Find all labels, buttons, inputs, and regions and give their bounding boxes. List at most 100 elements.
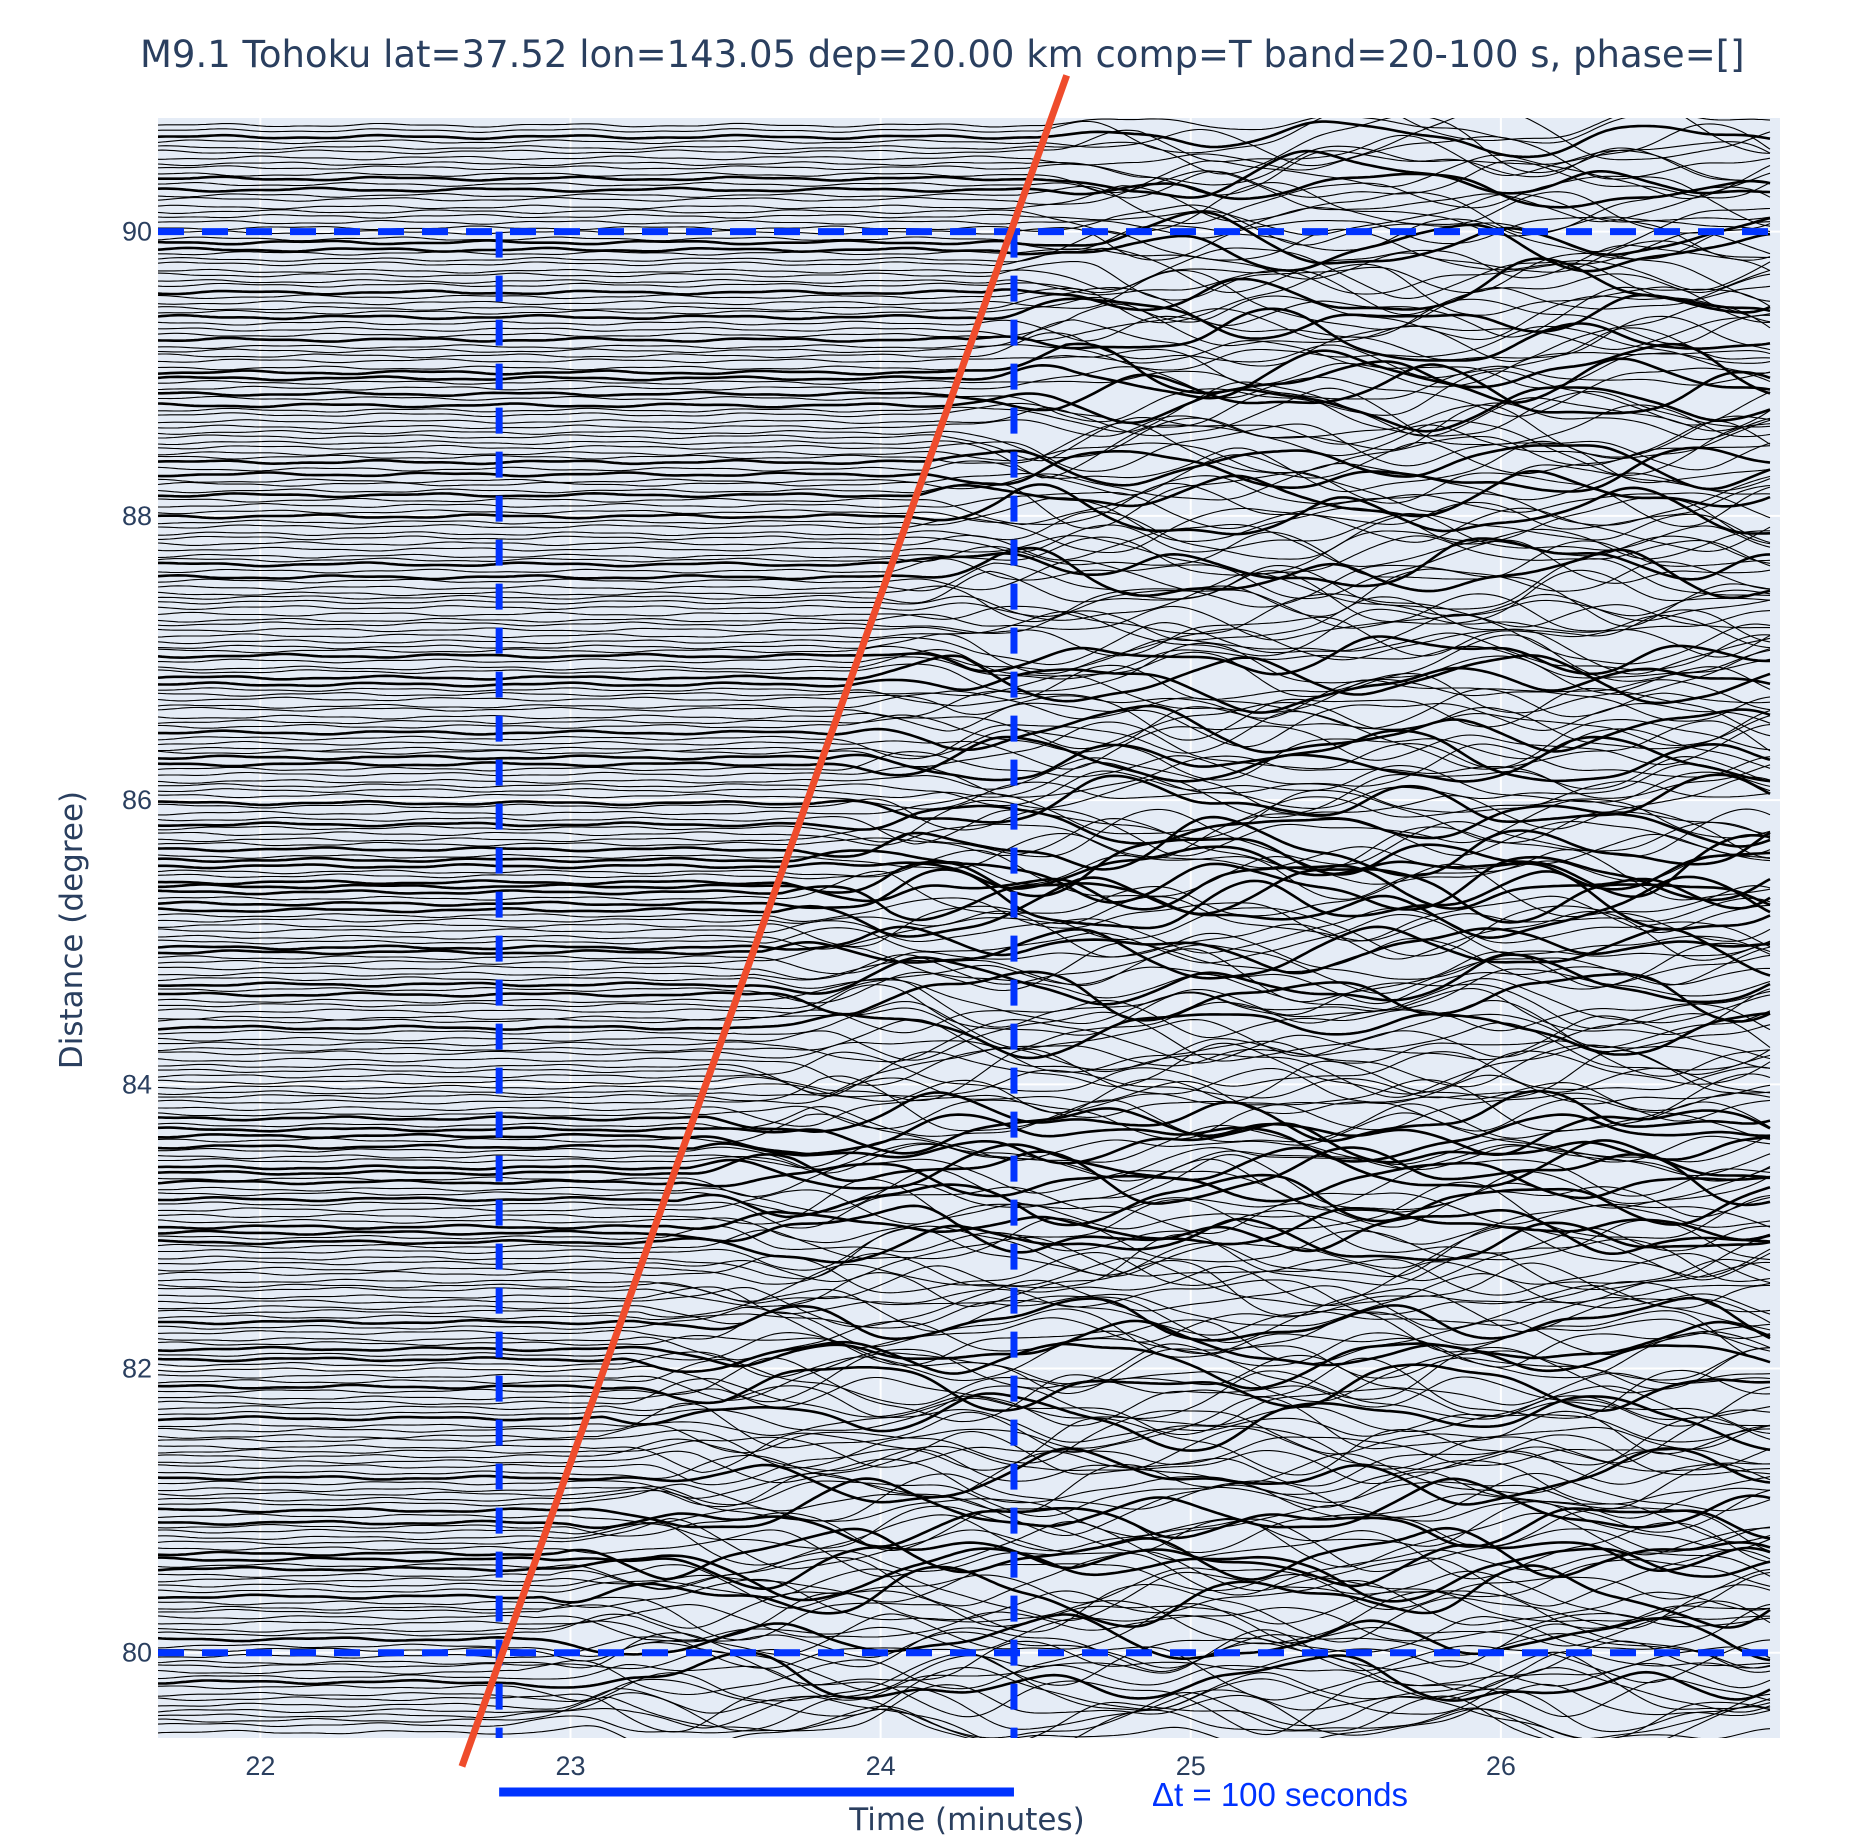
waveform-trace	[158, 1051, 1771, 1092]
waveform-trace	[158, 765, 1771, 807]
waveform-trace	[158, 593, 1770, 635]
waveform-trace	[158, 118, 1771, 144]
waveform-trace	[158, 1040, 1771, 1077]
waveform-trace	[158, 1203, 1771, 1245]
waveform-trace	[158, 896, 1771, 942]
waveform-trace	[158, 535, 1771, 576]
waveform-trace	[158, 482, 1771, 530]
waveform-trace	[158, 608, 1771, 657]
waveform-trace	[158, 1354, 1771, 1406]
waveform-trace	[158, 120, 1771, 159]
waveform-trace	[158, 497, 1771, 545]
waveform-trace	[158, 298, 1771, 345]
waveform-trace	[158, 1279, 1771, 1330]
move-out-line-group	[458, 74, 1070, 1768]
waveform-trace	[158, 446, 1771, 493]
waveform-trace	[158, 729, 1771, 783]
waveform-trace	[158, 863, 1771, 918]
waveform-trace	[158, 1236, 1771, 1283]
waveform-trace	[158, 1541, 1771, 1590]
waveform-trace	[158, 761, 1771, 809]
waveform-trace	[158, 472, 1771, 529]
waveform-trace	[158, 435, 1771, 474]
waveform-trace	[158, 440, 1771, 493]
waveform-trace	[158, 404, 1771, 459]
waveform-trace	[158, 845, 1771, 891]
waveform-trace	[158, 415, 1771, 462]
waveform-trace	[158, 953, 1771, 1006]
waveform-trace	[158, 932, 1771, 980]
waveform-trace	[158, 1146, 1771, 1207]
waveform-trace	[158, 1691, 1771, 1738]
waveform-trace	[158, 724, 1771, 770]
waveform-trace	[158, 230, 1771, 280]
waveform-trace	[158, 999, 1771, 1039]
waveform-trace	[158, 1045, 1771, 1098]
waveform-trace	[158, 1345, 1771, 1395]
waveform-trace	[158, 964, 1770, 1005]
waveform-trace	[158, 674, 1771, 714]
waveform-trace	[158, 1161, 1770, 1203]
waveform-trace	[158, 1099, 1771, 1143]
waveform-trace	[158, 1113, 1771, 1163]
waveform-trace	[158, 390, 1771, 437]
waveform-trace	[158, 1695, 1771, 1738]
waveform-trace	[158, 1500, 1771, 1553]
waveform-trace	[158, 118, 1771, 154]
waveform-trace	[158, 1507, 1771, 1554]
waveform-trace	[158, 381, 1771, 437]
waveform-trace	[158, 325, 1771, 374]
waveform-trace	[158, 1472, 1771, 1522]
waveform-trace	[158, 1385, 1771, 1436]
x-axis-title: Time (minutes)	[848, 1802, 1084, 1836]
waveform-trace	[158, 634, 1771, 698]
waveform-trace	[158, 1279, 1771, 1315]
waveform-trace	[158, 1067, 1771, 1099]
waveform-trace	[158, 1477, 1771, 1529]
waveform-trace	[158, 1396, 1771, 1455]
waveform-trace	[158, 1178, 1771, 1239]
waveform-trace	[158, 1210, 1771, 1254]
waveform-trace	[158, 1319, 1771, 1365]
waveform-trace	[158, 1385, 1771, 1433]
waveform-trace	[158, 755, 1771, 799]
waveform-trace	[158, 1112, 1771, 1163]
waveform-trace	[158, 349, 1771, 404]
waveform-trace	[158, 1306, 1771, 1353]
waveform-trace	[158, 687, 1771, 741]
waveform-trace	[158, 1662, 1771, 1701]
waveform-trace	[158, 185, 1771, 235]
waveform-trace	[158, 1319, 1771, 1368]
waveform-trace	[158, 303, 1771, 363]
waveform-trace	[158, 1640, 1770, 1687]
waveform-trace	[158, 1067, 1771, 1114]
waveform-trace	[158, 1206, 1771, 1246]
waveform-trace	[158, 1296, 1771, 1336]
waveform-trace	[158, 1631, 1771, 1669]
waveform-trace	[158, 1409, 1771, 1464]
waveform-trace	[158, 944, 1771, 994]
waveform-trace	[158, 1526, 1771, 1581]
waveform-trace	[158, 175, 1771, 227]
waveform-trace	[158, 1154, 1771, 1213]
waveform-trace	[158, 977, 1771, 1029]
waveform-trace	[158, 252, 1771, 302]
waveform-trace	[158, 1092, 1771, 1131]
waveform-trace	[158, 999, 1771, 1057]
waveform-trace	[158, 1547, 1771, 1603]
waveform-trace	[158, 679, 1771, 719]
waveform-trace	[158, 1124, 1771, 1170]
waveform-trace	[158, 970, 1771, 1023]
waveform-trace	[158, 938, 1771, 992]
waveform-trace	[158, 1011, 1771, 1060]
waveform-trace	[158, 1651, 1771, 1702]
waveform-trace	[158, 1138, 1771, 1177]
waveform-trace	[158, 1189, 1771, 1235]
waveform-trace	[158, 1549, 1771, 1596]
waveform-trace	[158, 702, 1771, 750]
waveform-trace	[158, 735, 1771, 783]
waveform-trace	[158, 589, 1771, 629]
waveform-trace	[158, 702, 1771, 748]
waveform-trace	[158, 523, 1770, 567]
waveform-trace	[158, 366, 1771, 417]
